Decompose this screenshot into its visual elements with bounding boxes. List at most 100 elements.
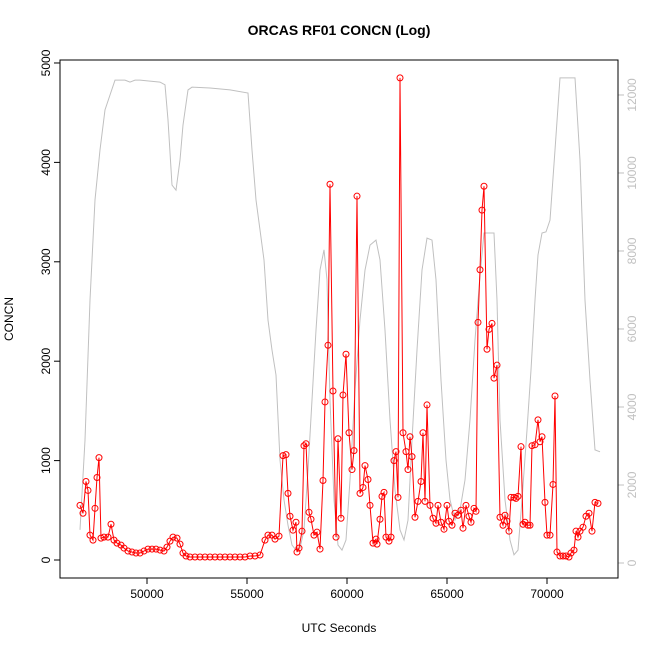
data-point: [361, 462, 369, 470]
data-point: [256, 551, 264, 559]
data-point: [366, 501, 374, 509]
data-point: [541, 498, 549, 506]
data-point: [426, 501, 434, 509]
data-point: [107, 520, 115, 528]
data-point: [483, 345, 491, 353]
data-point: [84, 486, 92, 494]
data-point: [476, 266, 484, 274]
data-point: [176, 540, 184, 548]
data-point: [459, 524, 467, 532]
data-point: [392, 448, 400, 456]
x-tick-label: 70000: [530, 587, 564, 601]
x-axis-label: UTC Seconds: [302, 621, 377, 635]
data-point: [364, 475, 372, 483]
data-point: [531, 441, 539, 449]
x-tick-label: 60000: [330, 587, 364, 601]
data-point: [480, 182, 488, 190]
data-point: [216, 553, 224, 561]
y-tick-label: 0: [39, 556, 53, 563]
data-point: [221, 553, 229, 561]
data-point: [128, 548, 136, 556]
data-point: [275, 532, 283, 540]
data-point: [390, 457, 398, 465]
data-point: [261, 536, 269, 544]
data-point: [332, 533, 340, 541]
data-point: [519, 520, 527, 528]
data-point: [144, 545, 152, 553]
data-point: [353, 192, 361, 200]
data-point: [300, 442, 308, 450]
data-point: [226, 553, 234, 561]
data-point: [387, 533, 395, 541]
data-point: [163, 543, 171, 551]
data-point: [454, 511, 462, 519]
data-point: [538, 433, 546, 441]
data-point: [104, 533, 112, 541]
data-point: [79, 509, 87, 517]
data-point: [448, 521, 456, 529]
data-point: [411, 513, 419, 521]
data-point: [329, 387, 337, 395]
data-point: [136, 549, 144, 557]
data-point: [574, 533, 582, 541]
data-point: [373, 540, 381, 548]
data-point: [342, 350, 350, 358]
data-point: [591, 498, 599, 506]
data-point: [316, 545, 324, 553]
data-point: [440, 525, 448, 533]
data-point: [95, 454, 103, 462]
y2-tick-label: 0: [625, 559, 639, 566]
data-point: [478, 206, 486, 214]
data-point: [201, 553, 209, 561]
y-tick-label: 3000: [39, 248, 53, 275]
data-point: [100, 533, 108, 541]
data-point: [457, 506, 465, 514]
data-point: [414, 497, 422, 505]
data-point: [472, 507, 480, 515]
data-point: [91, 504, 99, 512]
data-point: [419, 429, 427, 437]
data-point: [501, 511, 509, 519]
data-point: [339, 391, 347, 399]
data-point: [196, 553, 204, 561]
data-point: [528, 442, 536, 450]
data-point: [465, 512, 473, 520]
data-point: [326, 180, 334, 188]
data-point: [443, 501, 451, 509]
data-point: [186, 553, 194, 561]
series-line: [79, 77, 599, 558]
data-point: [517, 443, 525, 451]
y2-tick-label: 2000: [625, 471, 639, 498]
data-point: [421, 497, 429, 505]
data-point: [404, 466, 412, 474]
data-point: [406, 433, 414, 441]
data-point: [423, 401, 431, 409]
data-point: [467, 518, 475, 526]
data-point: [97, 534, 105, 542]
data-point: [505, 527, 513, 535]
y2-tick-label: 12000: [625, 78, 639, 112]
data-point: [402, 448, 410, 456]
data-point: [562, 552, 570, 560]
data-point: [182, 552, 190, 560]
data-point: [282, 451, 290, 459]
data-point: [372, 535, 380, 543]
x-tick-label: 55000: [230, 587, 264, 601]
chart-title: ORCAS RF01 CONCN (Log): [248, 22, 431, 38]
data-point: [191, 553, 199, 561]
data-point: [572, 527, 580, 535]
data-point: [305, 508, 313, 516]
data-point: [543, 531, 551, 539]
data-point: [380, 488, 388, 496]
data-point: [376, 515, 384, 523]
data-point: [319, 476, 327, 484]
data-point: [378, 492, 386, 500]
data-point: [408, 453, 416, 461]
y-tick-label: 1000: [39, 447, 53, 474]
data-point: [264, 531, 272, 539]
data-point: [236, 553, 244, 561]
data-point: [514, 492, 522, 500]
data-point: [594, 499, 602, 507]
data-point: [169, 533, 177, 541]
